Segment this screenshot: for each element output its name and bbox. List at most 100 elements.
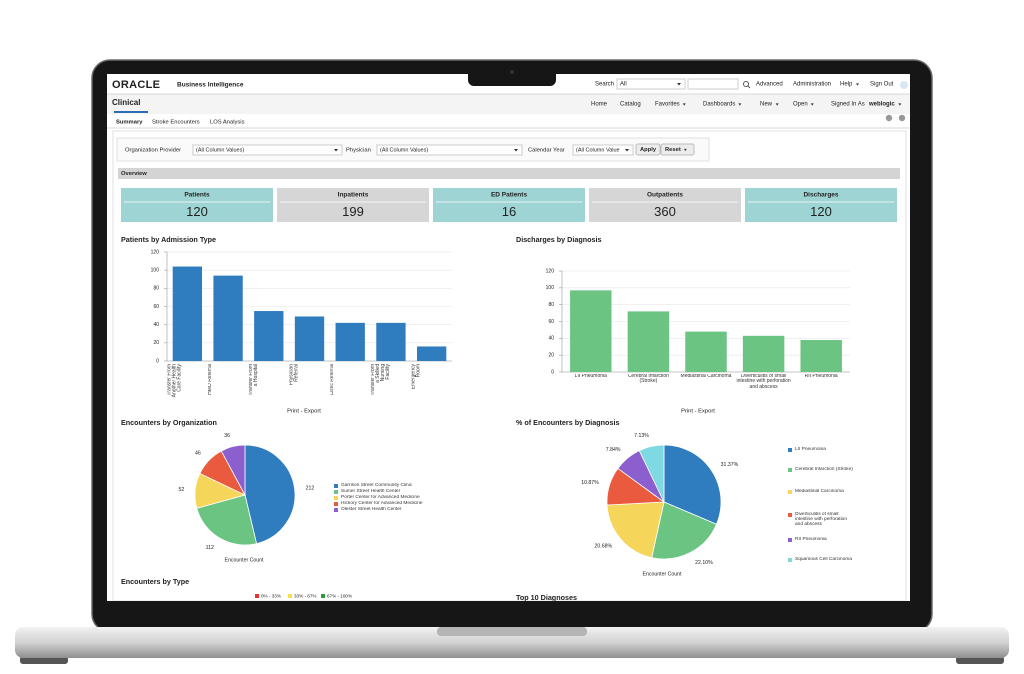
x-tick-label: Cerebral Infarction (Stroke) <box>627 374 669 385</box>
search-icon <box>747 85 751 89</box>
dropdown-caret <box>683 148 687 152</box>
kpi-tile <box>589 188 741 222</box>
slice-label: 22.10% <box>695 560 713 566</box>
x-tick-label: Clinic Referral <box>329 364 335 396</box>
button-label[interactable]: Reset <box>665 147 681 153</box>
legend-swatch <box>334 508 338 512</box>
nav-link[interactable]: Open <box>793 102 808 108</box>
y-tick-label: 60 <box>548 319 554 325</box>
y-tick-label: 120 <box>546 268 555 274</box>
pie-slice <box>651 501 718 560</box>
bar <box>800 340 842 372</box>
nav-link[interactable]: Favorites <box>655 102 680 108</box>
tab[interactable]: LOS Analysis <box>210 120 245 126</box>
camera <box>510 70 514 74</box>
x-tick-label-box: Transfer From Another Health Care Facili… <box>166 364 183 398</box>
search-scope[interactable] <box>616 78 686 90</box>
dropdown-caret <box>810 103 814 106</box>
x-tick-label-box: Transfer From a Skilled Nursing Facility <box>370 364 392 396</box>
nav-link[interactable]: Catalog <box>620 102 641 108</box>
legend-label: Sumer Street Health Center <box>341 489 401 494</box>
chart-link[interactable]: Print - Export <box>287 409 321 415</box>
pie-slice <box>244 444 296 545</box>
slice-label: 7.13% <box>634 433 649 439</box>
legend-swatch <box>788 538 792 542</box>
legend-swatch <box>334 484 338 488</box>
pie-slice <box>606 501 665 559</box>
header-link[interactable]: Sign Out <box>870 82 894 88</box>
x-tick-label: RII Pneumonia <box>804 374 838 379</box>
legend-label: Squamous Cell Carcinoma <box>795 557 853 562</box>
legend-swatch <box>288 594 292 598</box>
button-label[interactable]: Apply <box>640 147 657 153</box>
prompt-select[interactable] <box>572 144 634 156</box>
nav-link[interactable]: Dashboards <box>703 102 735 108</box>
signed-in-label: Signed In As <box>831 102 865 108</box>
user-name[interactable]: weblogic <box>868 102 895 108</box>
more-icon[interactable] <box>900 81 908 89</box>
legend-label-box: LII Pneumonia <box>795 447 826 452</box>
kpi-value: 16 <box>502 204 516 219</box>
nav-link[interactable]: Home <box>591 102 608 108</box>
search-icon[interactable] <box>743 81 749 87</box>
tab-indicator <box>114 111 148 113</box>
slice-label: 212 <box>306 485 315 491</box>
button[interactable] <box>660 143 695 156</box>
prompt-select[interactable] <box>192 144 343 156</box>
legend-label-box: Hickory Center for Advanced Medicine <box>341 501 423 506</box>
legend-label-box: Squamous Cell Carcinoma <box>795 557 853 562</box>
help-icon[interactable] <box>898 114 906 122</box>
legend-label: 33% - 67% <box>294 593 316 598</box>
kpi-label: ED Patients <box>491 192 528 199</box>
tab[interactable]: Summary <box>116 120 143 126</box>
header-link[interactable]: Administration <box>793 82 831 88</box>
x-tick-label: Diverticulitis of small intestine with p… <box>736 374 791 390</box>
search-input[interactable] <box>687 78 739 90</box>
prompt-select[interactable] <box>376 144 523 156</box>
prompt-label: Calendar Year <box>528 148 565 154</box>
legend-swatch <box>788 513 792 517</box>
bar <box>213 275 243 361</box>
slice-label: 112 <box>206 545 214 551</box>
slice-label: 46 <box>195 450 201 456</box>
bar <box>376 322 406 361</box>
x-tick-label-box: Physician Referral <box>289 364 299 385</box>
legend-label-box: RII Pneumonia <box>795 537 827 542</box>
pie-slice <box>196 494 258 546</box>
bar <box>294 316 325 361</box>
legend-label: Diverticulitis of small intestine with p… <box>795 512 847 528</box>
slice-label: 20.68% <box>594 543 612 549</box>
bar <box>742 335 785 372</box>
bar <box>416 346 447 361</box>
kpi-value: 199 <box>342 204 364 219</box>
x-tick-label-box: Diverticulitis of small intestine with p… <box>736 374 791 390</box>
bar <box>627 311 670 372</box>
chart-link[interactable]: Print - Export <box>681 409 715 415</box>
slice-label: 10.87% <box>581 480 599 486</box>
dropdown-caret <box>898 103 902 106</box>
settings-icon[interactable] <box>885 114 893 122</box>
button[interactable] <box>635 143 661 156</box>
legend-label-box: Diverticulitis of small intestine with p… <box>795 512 847 528</box>
section-bar <box>118 168 900 179</box>
prompt-label: Physician <box>346 148 371 154</box>
x-tick-label: Transfer From a Skilled Nursing Facility <box>370 364 392 396</box>
x-tick-label: Transfer From Another Health Care Facili… <box>166 364 183 398</box>
legend-label-box: Olester Street Health Center <box>341 507 402 512</box>
prompt-label: Organization Provider <box>125 148 181 154</box>
prompt-value: (All Column Values) <box>380 147 428 153</box>
section-title: Encounters by Type <box>121 577 189 586</box>
legend-label: Porter Center for Advanced Medicine <box>341 495 420 500</box>
header-link[interactable]: Help <box>840 82 853 88</box>
x-tick-label: Transfer From a Hospital <box>248 364 259 396</box>
dropdown-caret <box>677 83 681 86</box>
tab[interactable]: Stroke Encounters <box>152 120 200 126</box>
y-tick-label: 0 <box>156 358 159 364</box>
nav-link[interactable]: New <box>760 102 773 108</box>
legend-label: 0% - 33% <box>261 593 281 598</box>
header-link[interactable]: Advanced <box>756 82 783 88</box>
y-tick-label: 100 <box>546 285 555 291</box>
dropdown-caret <box>625 149 629 152</box>
kpi-tile <box>277 188 429 222</box>
